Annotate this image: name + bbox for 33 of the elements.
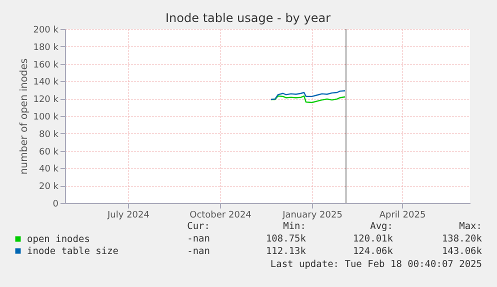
- text: Cur:: [187, 221, 210, 232]
- y-tick-label: 140 k: [33, 78, 60, 88]
- x-tick-label: April 2025: [379, 210, 426, 220]
- text: -nan: [187, 234, 210, 244]
- y-tick-label: 80 k: [38, 130, 60, 140]
- text: 138.20k: [442, 234, 482, 244]
- x-tick-label: July 2024: [106, 210, 150, 220]
- text: -nan: [187, 246, 210, 257]
- y-tick-label: 160 k: [33, 60, 60, 70]
- y-tick-label: 200 k: [33, 26, 60, 36]
- y-axis-title: number of open inodes: [19, 58, 30, 175]
- y-tick-label: 60 k: [38, 147, 60, 158]
- text: 112.13k: [266, 246, 306, 257]
- chart-title: Inode table usage - by year: [166, 11, 331, 25]
- text: 120.01k: [352, 234, 394, 244]
- y-tick-label: 0: [52, 200, 59, 210]
- text: 108.75k: [266, 234, 306, 244]
- y-tick-label: 20 k: [38, 182, 60, 192]
- y-tick-label: 40 k: [38, 164, 60, 175]
- line-series: [270, 90, 346, 100]
- x-tick-label: January 2025: [282, 210, 342, 220]
- y-tick-label: 120 k: [33, 95, 60, 106]
- x-tick-label: October 2024: [190, 210, 252, 220]
- text: Max:: [459, 221, 482, 232]
- text: Min:: [283, 221, 306, 232]
- text: 143.06k: [442, 246, 482, 257]
- legend-label: inode table size: [27, 246, 119, 257]
- text: Avg:: [370, 221, 393, 232]
- y-tick-label: 100 k: [33, 112, 60, 122]
- text: Last update: Tue Feb 18 00:40:07 2025: [270, 259, 482, 270]
- text: 124.06k: [352, 246, 394, 257]
- legend-label: open inodes: [27, 234, 90, 245]
- y-tick-label: 180 k: [33, 42, 60, 53]
